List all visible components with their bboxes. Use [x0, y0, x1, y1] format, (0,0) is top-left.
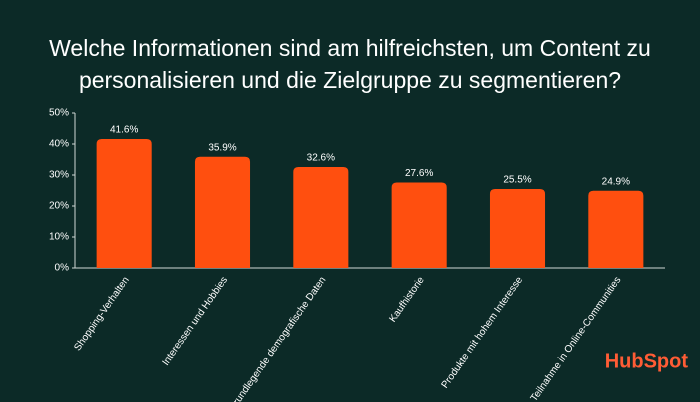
chart-title: Welche Informationen sind am hilfreichst… — [49, 35, 651, 61]
y-tick-label: 40% — [49, 139, 69, 150]
bar — [588, 190, 644, 268]
value-label: 25.5% — [503, 175, 531, 186]
value-label: 24.9% — [602, 176, 630, 187]
value-label: 41.6% — [110, 125, 138, 136]
bar — [194, 156, 251, 268]
y-tick-label: 0% — [55, 263, 70, 274]
bar — [391, 182, 447, 268]
y-tick-label: 30% — [49, 170, 69, 181]
value-label: 27.6% — [405, 168, 433, 179]
y-tick-label: 50% — [49, 108, 69, 119]
bar — [293, 166, 349, 268]
y-tick-label: 20% — [49, 201, 69, 212]
bar — [489, 188, 546, 268]
value-label: 32.6% — [307, 153, 335, 164]
y-tick-label: 10% — [49, 232, 69, 243]
logo: HubSpot — [605, 350, 689, 372]
value-label: 35.9% — [208, 142, 236, 153]
bar — [96, 139, 152, 268]
chart-title: personalisieren und die Zielgruppe zu se… — [79, 67, 621, 93]
